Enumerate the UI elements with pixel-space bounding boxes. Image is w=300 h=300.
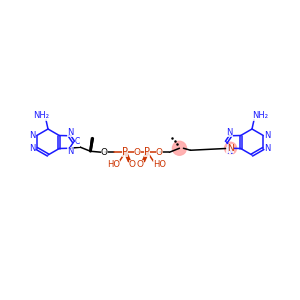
Text: N: N bbox=[226, 147, 233, 156]
Text: O: O bbox=[137, 160, 144, 169]
Text: HO: HO bbox=[107, 160, 120, 169]
Text: O: O bbox=[156, 148, 163, 157]
Text: C: C bbox=[75, 137, 80, 146]
Text: O: O bbox=[134, 148, 141, 157]
Text: P: P bbox=[144, 147, 150, 157]
Text: N: N bbox=[227, 144, 234, 153]
Text: HO: HO bbox=[153, 160, 166, 169]
Polygon shape bbox=[90, 138, 93, 151]
Text: N: N bbox=[29, 131, 35, 140]
Text: NH₂: NH₂ bbox=[33, 112, 49, 121]
Text: O: O bbox=[101, 148, 108, 157]
Text: N: N bbox=[29, 144, 35, 153]
Text: N: N bbox=[265, 131, 271, 140]
Circle shape bbox=[172, 141, 186, 155]
Text: N: N bbox=[67, 147, 74, 156]
Text: NH₂: NH₂ bbox=[252, 112, 268, 121]
Circle shape bbox=[225, 142, 237, 154]
Text: O: O bbox=[129, 160, 136, 169]
Text: N: N bbox=[67, 128, 74, 137]
Text: P: P bbox=[122, 147, 128, 157]
Text: N: N bbox=[226, 128, 233, 137]
Text: N: N bbox=[265, 144, 271, 153]
